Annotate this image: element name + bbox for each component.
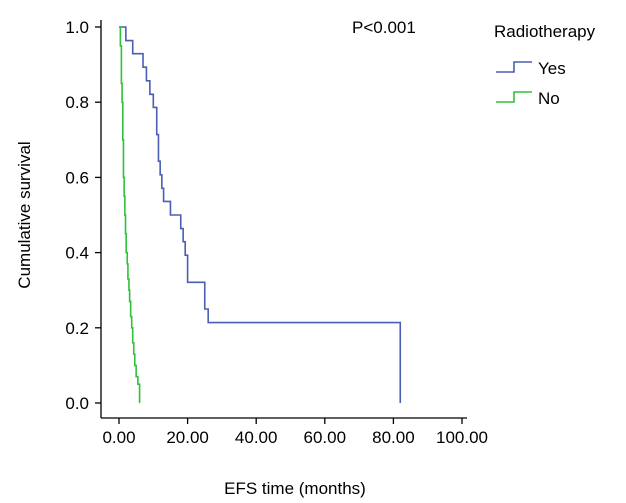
legend-title: Radiotherapy <box>494 22 596 41</box>
legend: Radiotherapy Yes No <box>494 22 596 108</box>
y-axis-ticks: 0.0 0.2 0.4 0.6 0.8 1.0 <box>65 18 101 413</box>
y-axis-title: Cumulative survival <box>15 141 34 288</box>
x-tick-label: 100.00 <box>436 428 488 447</box>
legend-symbol-no <box>496 91 532 103</box>
legend-symbol-yes <box>496 61 532 73</box>
y-tick-label: 1.0 <box>65 18 89 37</box>
y-tick-label: 0.0 <box>65 394 89 413</box>
series-line-yes <box>119 26 402 403</box>
y-tick-label: 0.8 <box>65 93 89 112</box>
series-lines <box>119 26 402 403</box>
y-tick-label: 0.2 <box>65 319 89 338</box>
x-axis-ticks: 0.00 20.00 40.00 60.00 80.00 100.00 <box>102 418 488 447</box>
x-tick-label: 80.00 <box>372 428 415 447</box>
x-tick-label: 60.00 <box>304 428 347 447</box>
p-value-annotation: P<0.001 <box>352 18 416 37</box>
x-tick-label: 40.00 <box>235 428 278 447</box>
series-line-no <box>119 26 141 403</box>
y-tick-label: 0.6 <box>65 168 89 187</box>
x-axis-title: EFS time (months) <box>224 479 366 498</box>
plot-area <box>100 20 467 419</box>
x-tick-label: 0.00 <box>102 428 135 447</box>
y-tick-label: 0.4 <box>65 244 89 263</box>
legend-label-no: No <box>538 89 560 108</box>
x-tick-label: 20.00 <box>166 428 209 447</box>
legend-label-yes: Yes <box>538 59 566 78</box>
